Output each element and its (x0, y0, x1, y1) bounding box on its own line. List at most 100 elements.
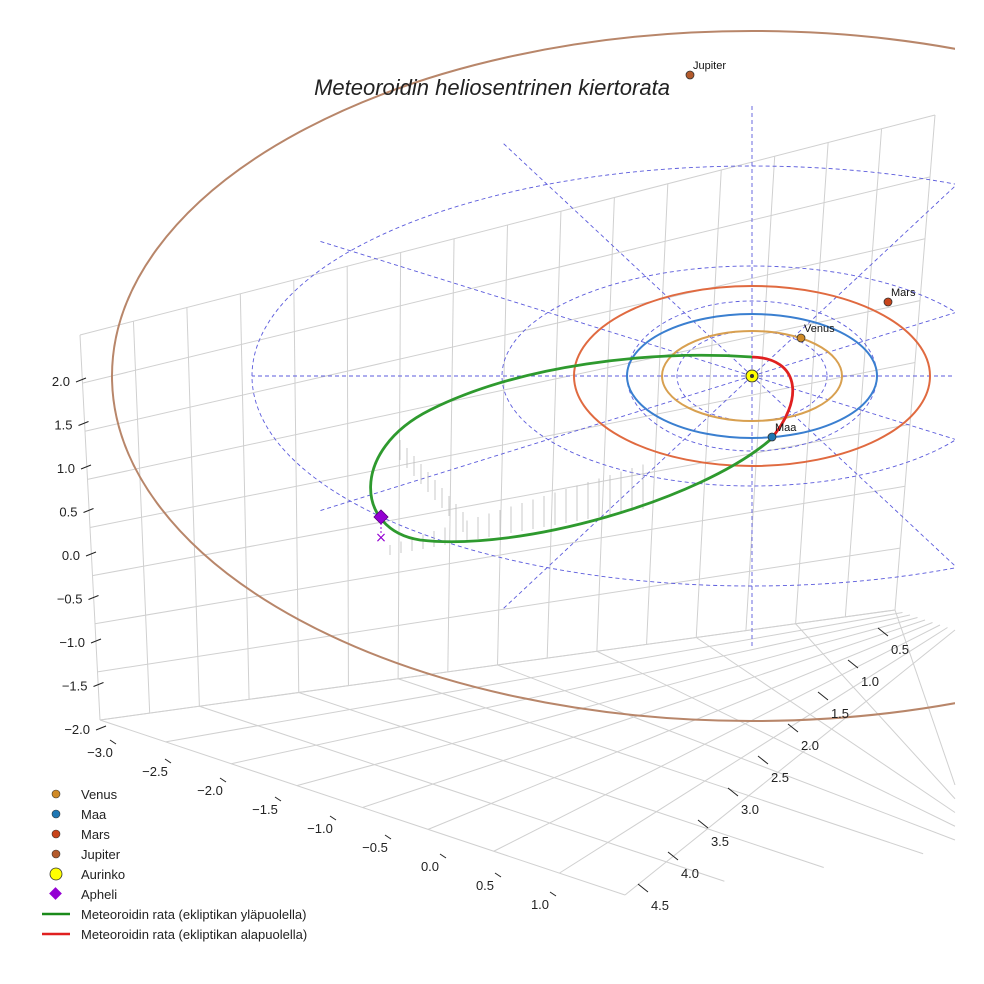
grid-line (795, 623, 956, 800)
z-tick-label: 0.5 (59, 505, 77, 520)
x-tick-mark (219, 777, 227, 783)
grid-line (695, 637, 956, 813)
x-tick-mark (494, 872, 502, 878)
legend-label: Aurinko (81, 867, 125, 882)
legend-marker-jupiter (51, 849, 61, 859)
y-tick-mark (877, 627, 889, 637)
legend-marker-venus (51, 789, 61, 799)
z-tick-label: 2.0 (52, 374, 70, 389)
ecliptic-spoke (751, 185, 955, 377)
sun-core (750, 374, 754, 378)
grid-line (97, 547, 901, 673)
orbit-venus (661, 330, 843, 422)
y-tick-mark (817, 691, 829, 701)
planet-jupiter (685, 70, 695, 80)
meteoroid-orbit-above (369, 353, 771, 544)
y-tick-mark (787, 723, 799, 733)
grid-line (296, 617, 918, 787)
z-tick-label: −1.0 (59, 635, 85, 650)
z-tick-label: 0.0 (62, 548, 80, 563)
grid-line (596, 650, 956, 827)
legend-marker-maa (51, 809, 61, 819)
legend-item: Meteoroidin rata (ekliptikan yläpuolella… (42, 907, 306, 922)
y-tick-mark (667, 851, 679, 861)
y-tick-label: 1.0 (861, 674, 879, 689)
aphelion-marker (373, 509, 389, 525)
axes: 2.0 1.5 1.0 0.5 0.0 −0.5 −1.0 −1.5 −2.0 −3.0 −2.5 −… (52, 374, 909, 913)
ecliptic-spoke (318, 375, 753, 512)
legend: Venus Maa Mars Jupiter Aurinko Apheli Meteoroi… (42, 787, 307, 942)
x-tick-label: −1.5 (252, 802, 278, 817)
x-tick-label: 0.0 (421, 859, 439, 874)
x-tick-mark (109, 739, 117, 745)
x-tick-label: −0.5 (362, 840, 388, 855)
ecliptic-spoke (501, 375, 753, 611)
legend-item: Meteoroidin rata (ekliptikan alapuolella… (42, 927, 307, 942)
legend-label: Venus (81, 787, 118, 802)
orbit-maa (626, 313, 878, 439)
legend-item: Mars (51, 827, 110, 842)
planet-label-mars: Mars (891, 287, 916, 299)
planet-label-maa: Maa (775, 422, 797, 434)
planet-label-jupiter: Jupiter (693, 60, 726, 72)
x-tick-label: 1.0 (531, 897, 549, 912)
z-tick-mark (93, 682, 104, 687)
grid-line (559, 627, 948, 874)
y-tick-label: 2.5 (771, 770, 789, 785)
grid-line (99, 609, 896, 721)
grid-line (165, 612, 903, 743)
z-tick-label: 1.5 (54, 418, 72, 433)
z-tick-label: −1.5 (62, 679, 88, 694)
x-tick-mark (549, 891, 557, 897)
ecliptic-spoke (318, 240, 753, 377)
planet-venus (796, 333, 806, 343)
y-tick-label: 1.5 (831, 706, 849, 721)
orbit-jupiter (111, 30, 955, 722)
grid-line (89, 362, 916, 528)
planet-label-venus: Venus (804, 323, 835, 335)
meteoroid-orbit (369, 353, 795, 555)
legend-marker-aphelion (49, 887, 62, 900)
y-tick-mark (637, 883, 649, 893)
legend-item: Jupiter (51, 847, 121, 862)
chart-title: Meteoroidin heliosentrinen kiertorata (314, 75, 670, 100)
y-tick-mark (847, 659, 859, 669)
grid-line (82, 176, 931, 384)
ecliptic-grid (251, 106, 955, 646)
grid-line (199, 705, 725, 882)
z-tick-mark (95, 725, 107, 731)
legend-item: Maa (51, 807, 107, 822)
x-tick-label: 0.5 (476, 878, 494, 893)
legend-marker-mars (51, 829, 61, 839)
bodies: Venus Maa Mars Jupiter × (373, 60, 916, 546)
ecliptic-spoke (751, 375, 955, 567)
x-tick-label: −1.0 (307, 821, 333, 836)
meteoroid-orbit-below (751, 355, 795, 441)
x-tick-mark (164, 758, 172, 764)
grid-line (94, 485, 906, 625)
grid-line (92, 423, 911, 577)
y-tick-label: 3.5 (711, 834, 729, 849)
z-tick-mark (83, 508, 94, 513)
z-tick-mark (80, 464, 92, 470)
grid-line (497, 664, 956, 841)
planet-maa (767, 432, 777, 442)
grid-line (427, 622, 933, 830)
y-tick-label: 0.5 (891, 642, 909, 657)
z-tick-mark (78, 421, 89, 426)
x-tick-label: −3.0 (87, 745, 113, 760)
y-tick-mark (757, 755, 769, 765)
y-tick-mark (697, 819, 709, 829)
grid-panes (79, 114, 956, 896)
legend-label: Jupiter (81, 847, 121, 862)
z-tick-mark (90, 638, 102, 644)
y-tick-label: 3.0 (741, 802, 759, 817)
legend-item: Venus (51, 787, 118, 802)
x-tick-mark (439, 853, 447, 859)
y-tick-label: 4.0 (681, 866, 699, 881)
legend-label: Apheli (81, 887, 117, 902)
grid-line (298, 692, 824, 868)
y-tick-label: 4.5 (651, 898, 669, 913)
x-tick-mark (274, 796, 282, 802)
grid-line (84, 238, 926, 432)
